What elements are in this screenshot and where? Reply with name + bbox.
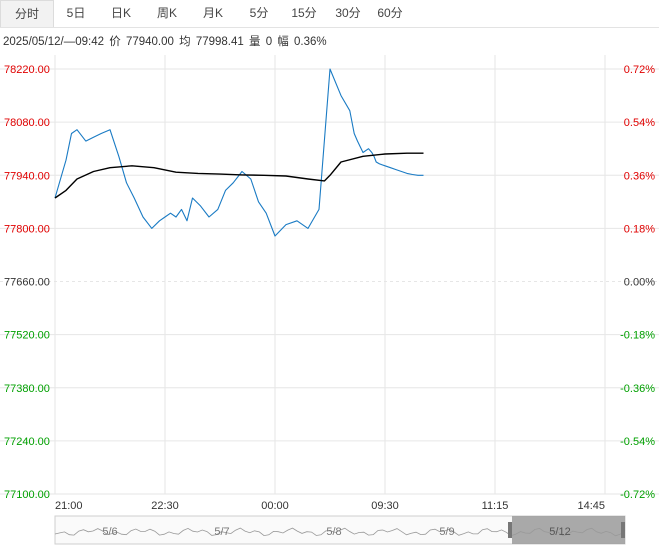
y-tick-label-left: 78080.00 — [4, 117, 50, 129]
y-tick-label-right: 0.18% — [624, 223, 655, 235]
x-tick-label: 00:00 — [261, 500, 289, 512]
navigator-handle-right — [621, 522, 625, 538]
avg-label: 均 — [179, 36, 191, 48]
tab-5[interactable]: 5分 — [249, 6, 269, 20]
y-tick-label-right: 0.00% — [624, 277, 655, 289]
x-tick-label: 11:15 — [482, 500, 509, 512]
tab-2[interactable]: 日K — [110, 6, 131, 20]
y-tick-label-left: 77100.00 — [4, 489, 50, 501]
avg-value: 77998.41 — [195, 36, 244, 48]
y-tick-label-left: 77800.00 — [4, 223, 50, 235]
navigator-date-label: 5/6 — [102, 526, 117, 538]
y-tick-label-left: 77520.00 — [4, 330, 50, 342]
navigator-date-label: 5/12 — [549, 526, 570, 538]
y-tick-label-right: 0.54% — [624, 117, 655, 129]
navigator-date-label: 5/8 — [326, 526, 341, 538]
change-value: 0.36% — [294, 36, 327, 48]
y-tick-label-left: 78220.00 — [4, 64, 50, 76]
tab-1[interactable]: 5日 — [66, 6, 86, 20]
price-value: 77940.00 — [125, 36, 174, 48]
y-tick-label-left: 77240.00 — [4, 436, 50, 448]
tab-4[interactable]: 月K — [202, 6, 223, 20]
period-tabs: 分时 5日 日K 周K 月K 5分 15分 30分 60分 — [0, 0, 659, 28]
tab-3[interactable]: 周K — [156, 6, 177, 20]
navigator-handle-left — [508, 522, 512, 538]
change-label: 幅 — [277, 36, 289, 48]
average-line — [54, 152, 424, 199]
price-line — [54, 68, 424, 237]
tab-6[interactable]: 15分 — [291, 6, 317, 20]
tab-0[interactable]: 分时 — [0, 0, 54, 27]
navigator-mini-line — [54, 527, 626, 537]
x-tick-label: 09:30 — [371, 500, 399, 512]
navigator-date-label: 5/9 — [439, 526, 454, 538]
x-tick-label: 21:00 — [55, 500, 83, 512]
navigator-selection — [512, 516, 625, 544]
volume-label: 量 — [248, 36, 261, 48]
quote-info-line: 2025/05/12/—09:42 价 77940.00 均 77998.41 … — [3, 33, 329, 49]
y-tick-label-right: -0.18% — [620, 330, 655, 342]
x-tick-label: 22:30 — [151, 500, 179, 512]
tab-7[interactable]: 30分 — [335, 6, 361, 20]
x-tick-label: 14:45 — [577, 500, 605, 512]
navigator-date-label: 5/7 — [214, 526, 229, 538]
volume-value: 0 — [265, 36, 273, 48]
intraday-chart: 78220.00 0.72% 78080.00 0.54% 77940.00 0.36% 7… — [0, 55, 659, 545]
quote-datetime: 2025/05/12/—09:42 — [3, 36, 105, 48]
y-tick-label-left: 77660.00 — [4, 277, 50, 289]
y-tick-label-right: 0.36% — [624, 170, 655, 182]
y-tick-label-right: 0.72% — [624, 64, 655, 76]
tab-8[interactable]: 60分 — [377, 6, 403, 20]
y-tick-label-left: 77940.00 — [4, 170, 50, 182]
y-tick-label-left: 77380.00 — [4, 383, 50, 395]
y-tick-label-right: -0.72% — [620, 489, 655, 501]
y-tick-label-right: -0.36% — [620, 383, 655, 395]
y-tick-label-right: -0.54% — [620, 436, 655, 448]
price-label: 价 — [109, 36, 121, 48]
